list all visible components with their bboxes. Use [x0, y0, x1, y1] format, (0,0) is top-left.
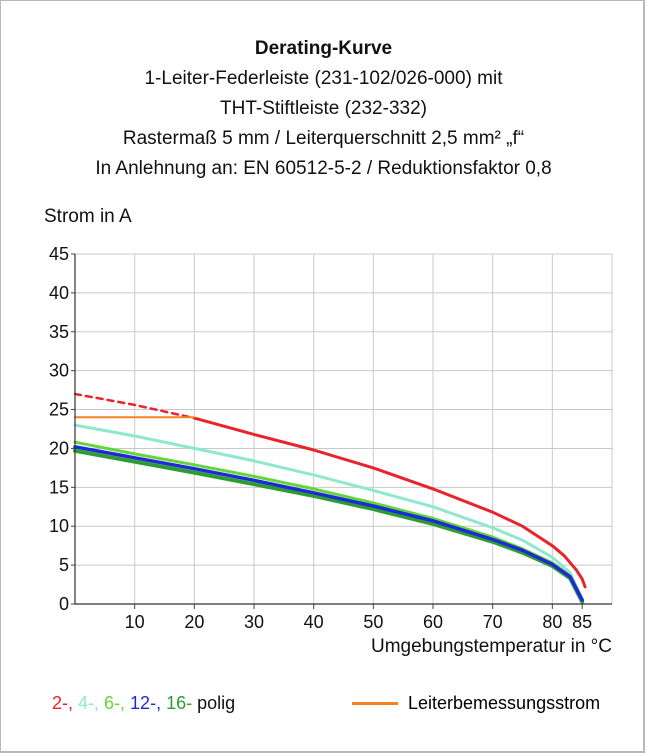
chart-title-block: Derating-Kurve 1-Leiter-Federleiste (231…	[0, 34, 647, 184]
axes	[71, 253, 612, 609]
x-tick-label: 20	[184, 612, 204, 632]
x-axis-label: Umgebungstemperatur in °C	[371, 636, 612, 657]
y-tick-label: 20	[49, 438, 69, 458]
legend-series-item: 2-,	[52, 693, 79, 713]
tick-labels: 0 5 10 15 20 25 30 35 40 45 10 20 30 40 50 60 70 80 85	[49, 244, 592, 632]
y-tick-label: 5	[59, 555, 69, 575]
rated-current-legend: Leiterbemessungsstrom	[352, 693, 600, 714]
series-line-4	[73, 423, 584, 601]
legend-series-item: 4-,	[78, 693, 105, 713]
rated-current-swatch	[352, 702, 398, 705]
x-tick-label: 85	[572, 612, 592, 632]
legend-suffix: polig	[197, 693, 236, 713]
chart-subtitle-1: 1-Leiter-Federleiste (231-102/026-000) m…	[144, 68, 503, 89]
y-tick-label: 0	[59, 594, 69, 614]
x-tick-label: 40	[304, 612, 324, 632]
y-tick-label: 30	[49, 361, 69, 381]
x-tick-label: 60	[423, 612, 443, 632]
y-tick-label: 15	[49, 477, 69, 497]
chart-subtitle-3: Rastermaß 5 mm / Leiterquerschnitt 2,5 m…	[122, 128, 525, 149]
series-line-2	[192, 416, 587, 589]
x-tick-label: 30	[244, 612, 264, 632]
rated-current-label: Leiterbemessungsstrom	[408, 693, 601, 713]
y-tick-label: 10	[49, 516, 69, 536]
legend-series-item: 6-,	[104, 693, 131, 713]
legend-series-item: 12-,	[130, 693, 167, 713]
y-tick-label: 35	[49, 322, 69, 342]
series-line-12	[73, 445, 584, 602]
x-tick-label: 70	[483, 612, 503, 632]
chart-subtitle-2: THT-Stiftleiste (232-332)	[220, 98, 427, 119]
x-tick-label: 10	[125, 612, 145, 632]
x-tick-label: 50	[363, 612, 383, 632]
y-axis-label: Strom in A	[44, 206, 132, 227]
y-tick-label: 25	[49, 400, 69, 420]
series-group	[73, 392, 587, 604]
chart-title: Derating-Kurve	[254, 38, 393, 59]
grid	[75, 253, 613, 604]
y-tick-label: 40	[49, 283, 69, 303]
x-tick-label: 80	[542, 612, 562, 632]
series-line-2-extrapoliert	[73, 392, 196, 420]
chart-subtitle-4: In Anlehnung an: EN 60512-5-2 / Reduktio…	[95, 158, 552, 179]
series-legend: 2-, 4-, 6-, 12-, 16- polig	[52, 693, 235, 714]
legend-series-item: 16-	[166, 693, 198, 713]
y-tick-label: 45	[49, 244, 69, 264]
